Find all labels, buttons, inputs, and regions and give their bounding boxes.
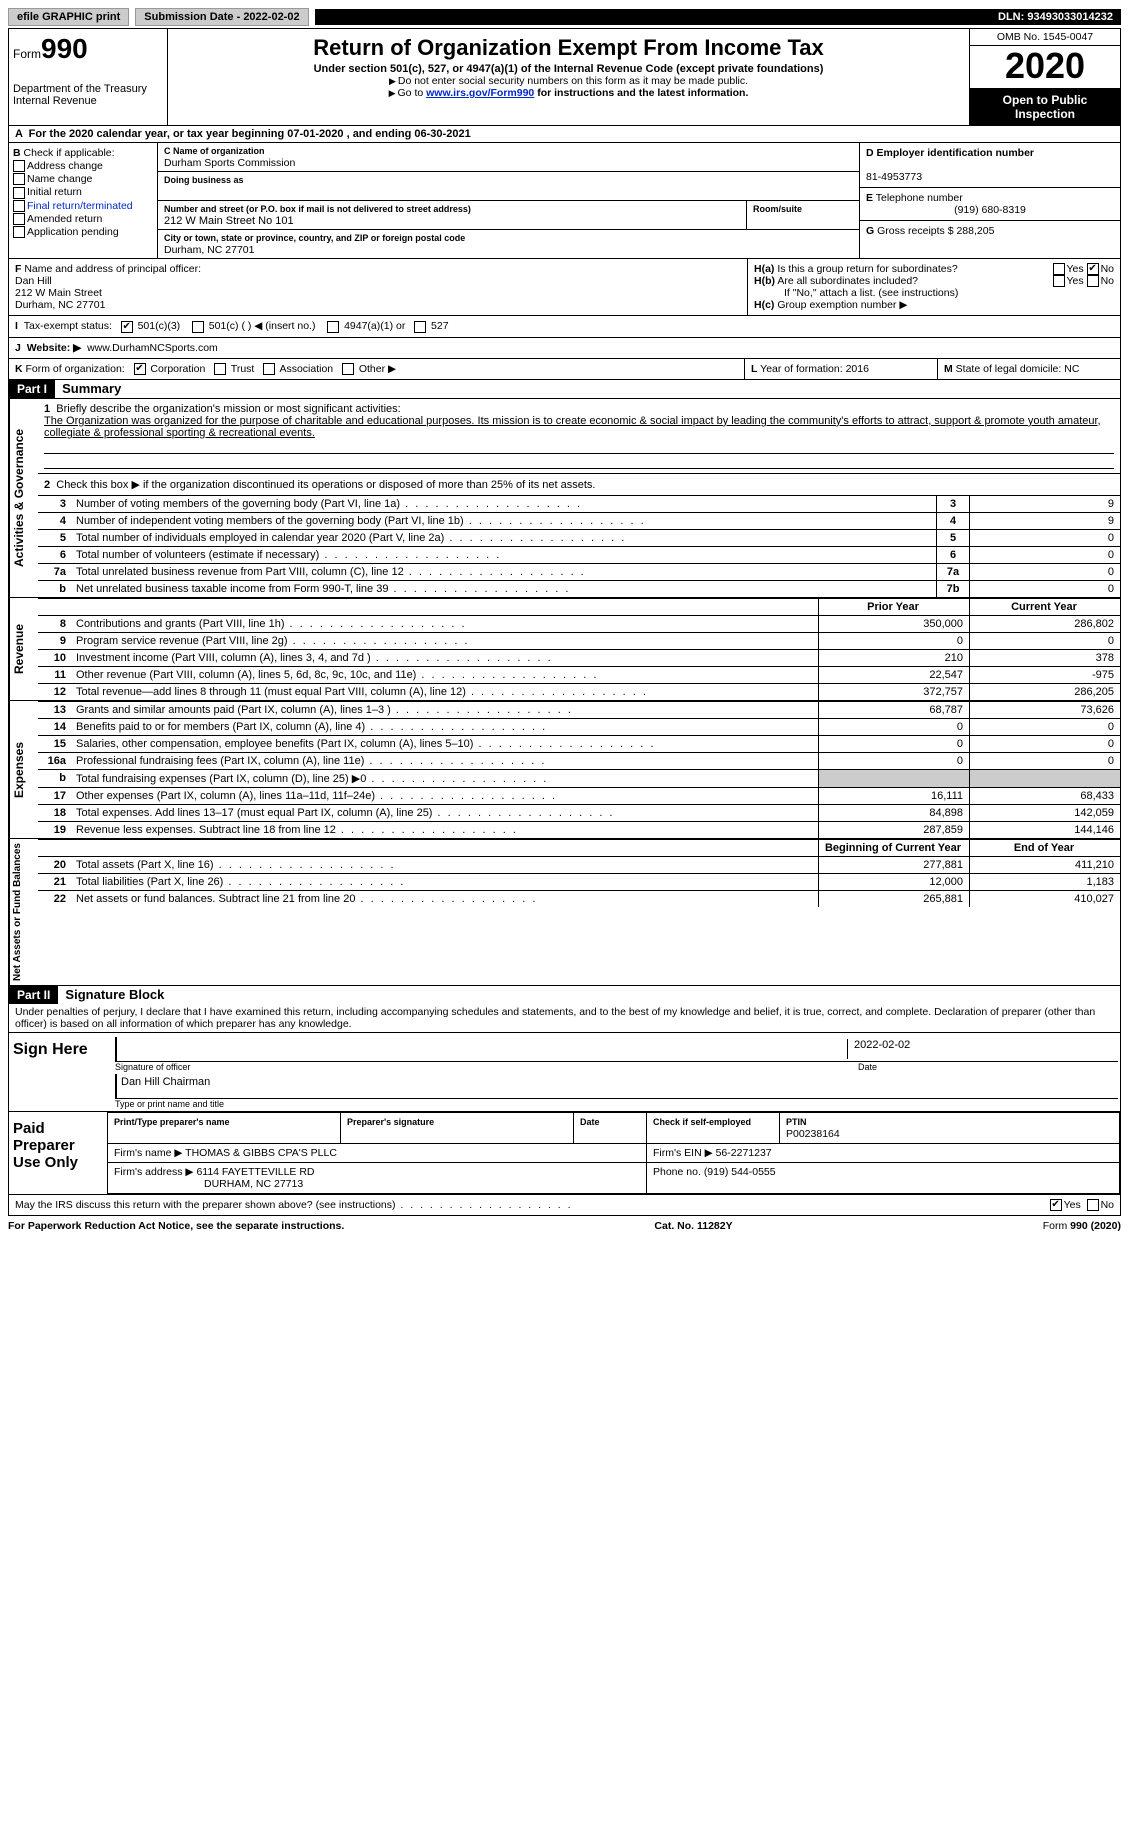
- governance-table: 3Number of voting members of the governi…: [38, 495, 1120, 597]
- dln-strip: DLN: 93493033014232: [315, 9, 1121, 25]
- discuss-row: May the IRS discuss this return with the…: [9, 1195, 1120, 1215]
- phone: (919) 680-8319: [866, 204, 1114, 216]
- part1-netassets: Net Assets or Fund Balances Beginning of…: [9, 839, 1120, 986]
- website: www.DurhamNCSports.com: [87, 342, 218, 354]
- perjury-decl: Under penalties of perjury, I declare th…: [9, 1004, 1120, 1033]
- vlabel-revenue: Revenue: [9, 598, 38, 700]
- omb-number: OMB No. 1545-0047: [970, 29, 1120, 46]
- preparer-table: Print/Type preparer's name Preparer's si…: [107, 1112, 1120, 1194]
- section-c: C Name of organization Durham Sports Com…: [158, 143, 859, 258]
- ein: 81-4953773: [866, 171, 922, 183]
- mission-text: The Organization was organized for the p…: [44, 415, 1101, 439]
- vlabel-governance: Activities & Governance: [9, 399, 38, 597]
- row-klm: K Form of organization: Corporation Trus…: [9, 359, 1120, 380]
- officer-name: Dan Hill: [15, 275, 52, 287]
- paid-preparer-row: Paid Preparer Use Only Print/Type prepar…: [9, 1112, 1120, 1195]
- org-name: Durham Sports Commission: [164, 157, 295, 169]
- tax-year: 2020: [970, 46, 1120, 89]
- opt-name-change[interactable]: Name change: [27, 173, 92, 185]
- header-block: B Check if applicable: Address change Na…: [9, 143, 1120, 259]
- section-b: B Check if applicable: Address change Na…: [9, 143, 158, 258]
- part1-header: Part I Summary: [9, 380, 1120, 399]
- part2-header: Part II Signature Block: [9, 986, 1120, 1004]
- top-bar: efile GRAPHIC print Submission Date - 20…: [8, 8, 1121, 26]
- sign-here-row: Sign Here 2022-02-02 Signature of office…: [9, 1033, 1120, 1112]
- part1-governance: Activities & Governance 1 Briefly descri…: [9, 399, 1120, 598]
- org-city: Durham, NC 27701: [164, 244, 254, 256]
- form-subtitle: Under section 501(c), 527, or 4947(a)(1)…: [172, 63, 965, 75]
- vlabel-expenses: Expenses: [9, 701, 38, 838]
- row-j: J Website: ▶ www.DurhamNCSports.com: [9, 338, 1120, 359]
- efile-button[interactable]: efile GRAPHIC print: [8, 8, 129, 26]
- revenue-table: Prior YearCurrent Year8Contributions and…: [38, 598, 1120, 700]
- note-ssn: Do not enter social security numbers on …: [172, 75, 965, 87]
- net-table: Beginning of Current YearEnd of Year20To…: [38, 839, 1120, 907]
- form-title: Return of Organization Exempt From Incom…: [172, 35, 965, 61]
- note-link: Go to www.irs.gov/Form990 for instructio…: [172, 87, 965, 99]
- form-container: Form990 Department of the Treasury Inter…: [8, 28, 1121, 1216]
- form-number: Form990: [13, 33, 163, 65]
- part1-revenue: Revenue Prior YearCurrent Year8Contribut…: [9, 598, 1120, 701]
- irs-link[interactable]: www.irs.gov/Form990: [426, 87, 534, 99]
- opt-address-change[interactable]: Address change: [27, 160, 103, 172]
- opt-pending[interactable]: Application pending: [27, 226, 119, 238]
- dept-irs: Internal Revenue: [13, 95, 163, 107]
- expenses-table: 13Grants and similar amounts paid (Part …: [38, 701, 1120, 838]
- vlabel-net: Net Assets or Fund Balances: [9, 839, 38, 985]
- row-fh: F Name and address of principal officer:…: [9, 259, 1120, 316]
- gross-receipts: 288,205: [956, 225, 994, 237]
- row-i: I Tax-exempt status: 501(c)(3) 501(c) ( …: [9, 316, 1120, 337]
- page-footer: For Paperwork Reduction Act Notice, see …: [8, 1216, 1121, 1236]
- row-a-period: A For the 2020 calendar year, or tax yea…: [9, 126, 1120, 143]
- opt-amended[interactable]: Amended return: [27, 213, 102, 225]
- part1-expenses: Expenses 13Grants and similar amounts pa…: [9, 701, 1120, 839]
- form-header: Form990 Department of the Treasury Inter…: [9, 29, 1120, 126]
- org-address: 212 W Main Street No 101: [164, 215, 294, 227]
- open-inspection: Open to Public Inspection: [970, 89, 1120, 125]
- section-deg: D Employer identification number 81-4953…: [859, 143, 1120, 258]
- opt-initial[interactable]: Initial return: [27, 186, 82, 198]
- dept-treasury: Department of the Treasury: [13, 83, 163, 95]
- submission-date: Submission Date - 2022-02-02: [135, 8, 308, 26]
- opt-final[interactable]: Final return/terminated: [27, 200, 133, 212]
